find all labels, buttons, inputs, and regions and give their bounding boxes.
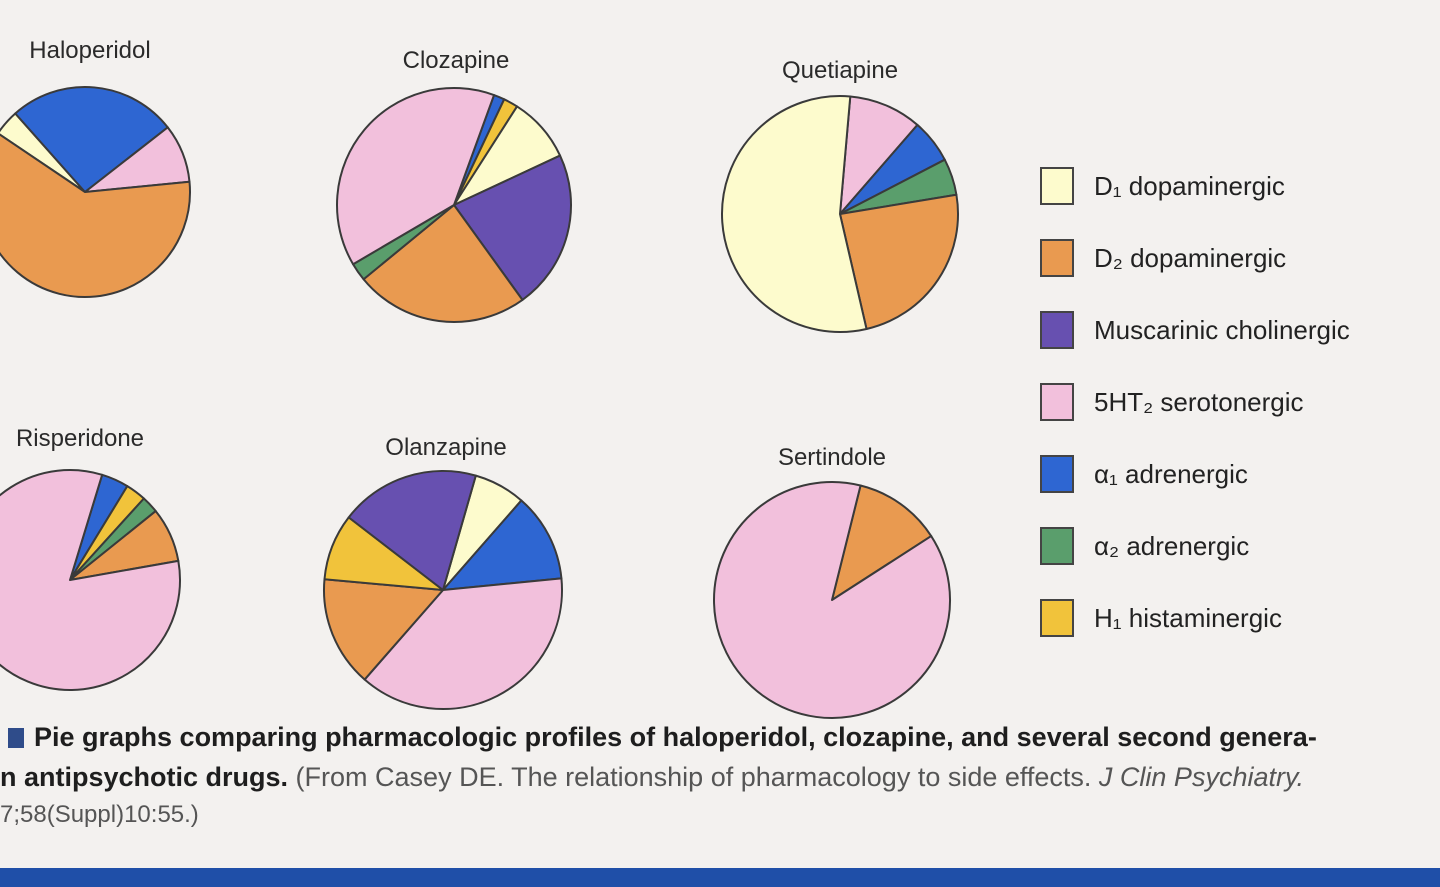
legend-label-5ht2: 5HT₂ serotonergic — [1094, 386, 1304, 417]
pie-clozapine-slice-musc — [453, 154, 572, 301]
pie-olanzapine-slice-musc — [347, 470, 477, 591]
pie-sertindole-slice-ht2 — [713, 481, 951, 719]
caption-line-1: Pie graphs comparing pharmacologic profi… — [8, 720, 1317, 754]
pie-haloperidol-title: Haloperidol — [29, 37, 150, 64]
page-edge-bar — [0, 868, 1440, 887]
pie-olanzapine-slice-ht2 — [363, 577, 563, 710]
legend-swatch-muscarinic — [1040, 311, 1074, 349]
legend-swatch-5ht2 — [1040, 383, 1074, 421]
legend: D₁ dopaminergic D₂ dopaminergic Muscarin… — [1040, 150, 1420, 654]
legend-item-muscarinic: Muscarinic cholinergic — [1040, 294, 1420, 366]
pie-haloperidol-slice-d2 — [0, 133, 191, 298]
pie-clozapine: Clozapine — [336, 47, 572, 323]
pie-risperidone-slice-ht2 — [0, 469, 181, 691]
pie-quetiapine-slice-ht2 — [839, 95, 919, 215]
legend-item-h1: H₁ histaminergic — [1040, 582, 1420, 654]
legend-item-alpha1: α₁ adrenergic — [1040, 438, 1420, 510]
legend-label-d1: D₁ dopaminergic — [1094, 170, 1285, 201]
caption-line-2: n antipsychotic drugs. (From Casey DE. T… — [0, 760, 1304, 794]
pie-haloperidol: Haloperidol — [0, 37, 191, 298]
pie-quetiapine: Quetiapine — [721, 57, 959, 334]
caption-line-2-bold: n antipsychotic drugs. — [0, 762, 289, 792]
legend-label-alpha1: α₁ adrenergic — [1094, 458, 1248, 489]
pie-olanzapine-slice-a1 — [442, 499, 563, 591]
pie-haloperidol-slice-a1 — [14, 86, 169, 193]
pie-clozapine-slice-d2 — [362, 204, 524, 323]
pie-quetiapine-slice-d2 — [839, 193, 959, 330]
pie-quetiapine-title: Quetiapine — [782, 57, 898, 84]
legend-label-alpha2: α₂ adrenergic — [1094, 530, 1250, 561]
legend-label-h1: H₁ histaminergic — [1094, 602, 1282, 633]
caption-line-2-source: (From Casey DE. The relationship of phar… — [288, 762, 1099, 792]
legend-swatch-d2 — [1040, 239, 1074, 277]
pie-sertindole-title: Sertindole — [778, 444, 886, 471]
legend-swatch-d1 — [1040, 167, 1074, 205]
caption-line-3: 7;58(Suppl)10:55.) — [0, 801, 199, 828]
pie-olanzapine-slice-d2 — [323, 578, 444, 681]
legend-item-alpha2: α₂ adrenergic — [1040, 510, 1420, 582]
pie-risperidone-title: Risperidone — [16, 425, 144, 452]
legend-item-d2: D₂ dopaminergic — [1040, 222, 1420, 294]
pie-clozapine-slice-ht2 — [336, 87, 496, 266]
caption-line-1-text: Pie graphs comparing pharmacologic profi… — [34, 722, 1317, 752]
legend-swatch-alpha1 — [1040, 455, 1074, 493]
legend-label-muscarinic: Muscarinic cholinergic — [1094, 314, 1350, 345]
legend-swatch-h1 — [1040, 599, 1074, 637]
pie-olanzapine: Olanzapine — [323, 434, 563, 710]
pie-sertindole: Sertindole — [713, 444, 951, 719]
pie-risperidone: Risperidone — [0, 425, 181, 691]
legend-item-d1: D₁ dopaminergic — [1040, 150, 1420, 222]
legend-item-5ht2: 5HT₂ serotonergic — [1040, 366, 1420, 438]
pie-clozapine-title: Clozapine — [403, 47, 510, 74]
legend-swatch-alpha2 — [1040, 527, 1074, 565]
legend-label-d2: D₂ dopaminergic — [1094, 242, 1287, 273]
pie-olanzapine-title: Olanzapine — [385, 434, 506, 461]
pie-sertindole-slice-d2 — [831, 484, 933, 601]
figure-number-tag — [8, 728, 24, 748]
pie-quetiapine-slice-d1 — [721, 95, 868, 334]
caption-journal: J Clin Psychiatry. — [1098, 762, 1304, 792]
